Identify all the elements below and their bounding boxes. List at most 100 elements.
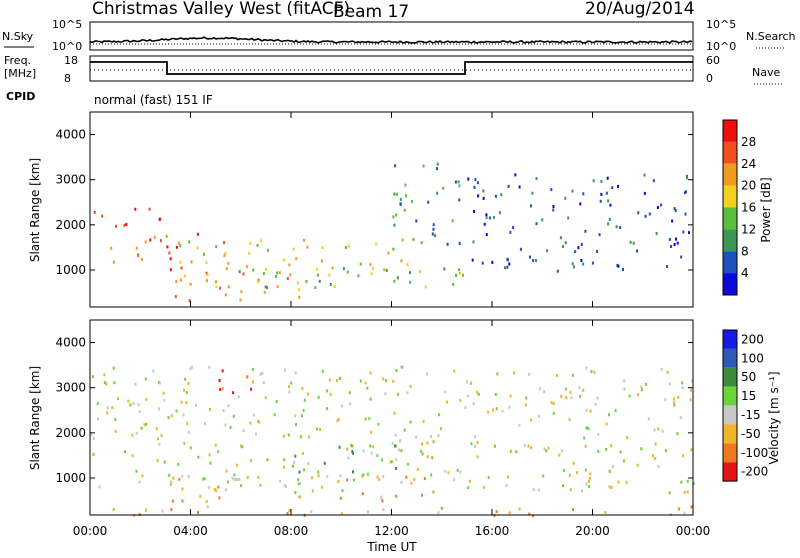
- data-cell: [265, 268, 268, 271]
- data-cell: [116, 396, 119, 400]
- y-tick-label: 4000: [55, 128, 86, 142]
- data-cell: [206, 279, 208, 283]
- data-cell: [394, 444, 397, 448]
- data-cell: [515, 450, 518, 454]
- data-cell: [306, 245, 309, 249]
- data-cell: [183, 274, 186, 278]
- data-cell: [579, 202, 582, 206]
- data-cell: [145, 397, 148, 401]
- data-cell: [432, 227, 435, 231]
- data-cell: [325, 407, 328, 411]
- velocity-data-cells: [90, 365, 695, 518]
- data-cell: [284, 368, 286, 372]
- data-cell: [470, 442, 473, 446]
- data-cell: [370, 430, 373, 434]
- data-cell: [393, 223, 396, 227]
- data-cell: [679, 416, 682, 419]
- data-cell: [195, 403, 197, 407]
- data-cell: [481, 261, 484, 265]
- data-cell: [217, 450, 220, 454]
- data-cell: [135, 246, 138, 250]
- data-cell: [619, 450, 622, 454]
- data-cell: [175, 245, 178, 249]
- colorbar-tick-label: -15: [741, 408, 761, 422]
- data-cell: [303, 238, 305, 242]
- data-cell: [352, 478, 355, 482]
- data-cell: [400, 449, 403, 453]
- data-cell: [636, 463, 639, 467]
- data-cell: [426, 455, 429, 459]
- data-cell: [447, 471, 450, 475]
- data-cell: [440, 427, 442, 431]
- data-cell: [288, 509, 291, 513]
- data-cell: [623, 387, 626, 391]
- data-cell: [531, 191, 534, 195]
- data-cell: [359, 379, 362, 383]
- data-cell: [492, 408, 495, 412]
- data-cell: [352, 470, 354, 474]
- data-cell: [395, 369, 398, 372]
- y-tick-label: 4000: [55, 336, 86, 350]
- data-cell: [605, 447, 608, 451]
- data-cell: [474, 444, 477, 448]
- data-cell: [158, 218, 161, 221]
- data-cell: [535, 222, 538, 226]
- data-cell: [369, 397, 372, 401]
- data-cell: [409, 420, 412, 424]
- colorbar-segment: [723, 207, 737, 230]
- data-cell: [134, 207, 137, 211]
- data-cell: [677, 395, 680, 399]
- data-cell: [400, 480, 403, 484]
- data-cell: [92, 436, 95, 440]
- data-cell: [688, 231, 690, 235]
- data-cell: [229, 426, 232, 430]
- data-cell: [295, 423, 297, 426]
- data-cell: [288, 385, 290, 389]
- data-cell: [259, 483, 262, 487]
- data-cell: [617, 480, 620, 484]
- data-cell: [348, 402, 351, 406]
- data-cell: [676, 241, 679, 245]
- data-cell: [266, 248, 269, 252]
- data-cell: [683, 511, 686, 515]
- data-cell: [431, 232, 434, 236]
- data-cell: [587, 427, 590, 430]
- data-cell: [329, 392, 332, 396]
- data-cell: [323, 461, 326, 465]
- data-cell: [690, 448, 693, 452]
- data-cell: [310, 510, 313, 514]
- data-cell: [181, 475, 184, 478]
- data-cell: [123, 223, 126, 227]
- data-cell: [569, 390, 572, 394]
- data-cell: [542, 474, 545, 478]
- date-label: 20/Aug/2014: [585, 0, 695, 19]
- data-cell: [141, 257, 143, 261]
- data-cell: [225, 469, 228, 473]
- data-cell: [223, 241, 225, 245]
- data-cell: [476, 181, 479, 185]
- data-cell: [444, 469, 447, 473]
- data-cell: [584, 468, 587, 472]
- data-cell: [537, 488, 540, 492]
- data-cell: [666, 265, 669, 268]
- data-cell: [303, 468, 305, 472]
- data-cell: [287, 433, 290, 437]
- data-cell: [255, 432, 257, 436]
- data-cell: [506, 265, 509, 269]
- data-cell: [467, 177, 470, 181]
- data-cell: [321, 485, 324, 489]
- data-cell: [308, 435, 311, 439]
- data-cell: [301, 387, 304, 390]
- data-cell: [494, 392, 497, 396]
- data-cell: [170, 414, 173, 418]
- nave-tick-top: 60: [706, 54, 720, 67]
- y-tick-label: 2000: [55, 426, 86, 440]
- data-cell: [564, 387, 567, 391]
- data-cell: [208, 453, 211, 457]
- data-cell: [432, 490, 435, 494]
- data-cell: [685, 190, 687, 194]
- radar-title: Christmas Valley West (fitACF): [92, 0, 350, 19]
- data-cell: [206, 273, 209, 276]
- data-cell: [266, 286, 269, 290]
- data-cell: [197, 510, 199, 514]
